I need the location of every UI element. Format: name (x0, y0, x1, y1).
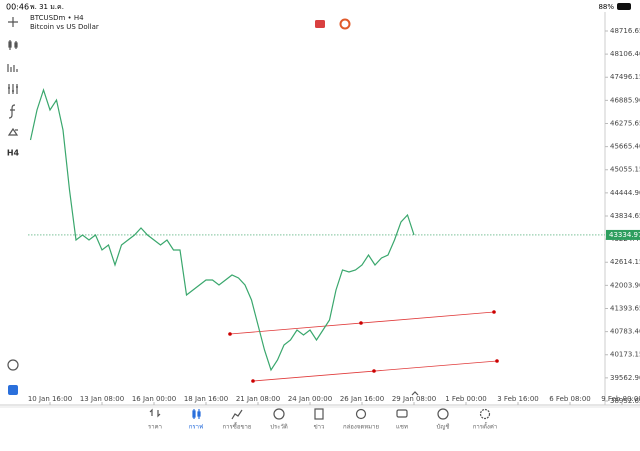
x-tick-label: 24 Jan 00:00 (288, 395, 332, 403)
trade-icon[interactable] (315, 20, 325, 28)
nav-icon (192, 409, 201, 419)
battery-icon (617, 3, 631, 10)
nav-icon (149, 408, 161, 418)
y-tick-label: 47496.15 (610, 73, 640, 81)
speed-icon[interactable] (7, 359, 19, 371)
signal-icon[interactable] (339, 18, 351, 30)
left-toolbar: H4 (7, 17, 20, 395)
x-tick-label: 9 Feb 00:00 (601, 395, 640, 403)
volume-tool[interactable] (7, 64, 18, 72)
nav-tab-label[interactable]: กล่องจดหมาย (343, 424, 379, 431)
x-tick-label: 1 Feb 00:00 (445, 395, 486, 403)
nav-icon (479, 408, 491, 420)
bottom-nav: ราคา กราฟ การซื้อขาย ประวัติ ข่าว กล่องจดหมาย… (148, 408, 497, 431)
battery-level: 88% (598, 3, 614, 11)
x-tick-label: 3 Feb 16:00 (497, 395, 538, 403)
y-tick-label: 43834.65 (610, 212, 640, 220)
channel-handle[interactable] (495, 359, 499, 363)
nav-tab-label[interactable]: แชท (396, 424, 408, 431)
y-tick-label: 45055.15 (610, 166, 640, 174)
y-tick-label: 41393.65 (610, 304, 640, 312)
x-tick-label: 6 Feb 08:00 (549, 395, 590, 403)
status-time: 00:46 (6, 3, 29, 12)
nav-icon (314, 408, 324, 420)
y-tick-label: 44444.90 (610, 189, 640, 197)
nav-icon (437, 408, 449, 420)
chart-type-tool[interactable] (8, 40, 18, 50)
y-tick-label: 42614.15 (610, 258, 640, 266)
nav-icon (231, 409, 243, 420)
x-tick-label: 13 Jan 08:00 (80, 395, 124, 403)
nav-tab-label[interactable]: กราฟ (189, 424, 203, 431)
y-tick-label: 46275.65 (610, 119, 640, 127)
x-tick-label: 21 Jan 08:00 (236, 395, 280, 403)
x-tick-label: 18 Jan 16:00 (184, 395, 228, 403)
indicator-tool[interactable] (8, 104, 16, 119)
y-tick-label: 46885.90 (610, 96, 640, 104)
nav-icon (355, 408, 367, 420)
symbol-description: Bitcoin vs US Dollar (30, 23, 99, 31)
x-tick-label: 29 Jan 08:00 (392, 395, 436, 403)
nav-tab-label[interactable]: การซื้อขาย (223, 421, 252, 431)
y-tick-label: 48716.65 (610, 27, 640, 35)
nav-tab-label[interactable]: การตั้งค่า (473, 421, 497, 431)
nav-tab-label[interactable]: ข่าว (314, 424, 325, 431)
current-price-label: 43334.97 (609, 231, 640, 239)
app-icon[interactable] (8, 385, 18, 395)
current-price-box (606, 229, 640, 240)
objects-tool[interactable] (7, 127, 19, 136)
x-tick-label: 16 Jan 00:00 (132, 395, 176, 403)
x-tick-label: 26 Jan 16:00 (340, 395, 384, 403)
nav-icon (396, 409, 408, 418)
nav-icon (273, 408, 285, 420)
channel-handle[interactable] (492, 310, 496, 314)
channel-tool (228, 310, 499, 383)
nav-tab-label[interactable]: ราคา (148, 424, 162, 431)
y-tick-label: 40173.15 (610, 351, 640, 359)
x-tick-label: 10 Jan 16:00 (28, 395, 72, 403)
y-tick-label: 39562.90 (610, 374, 640, 382)
price-line (29, 88, 415, 372)
channel-handle[interactable] (251, 379, 255, 383)
symbol-name: BTCUSDm • H4 (30, 14, 84, 22)
shift-marker (411, 391, 419, 396)
y-tick-label: 38952.65 (610, 397, 640, 405)
y-tick-label: 45665.40 (610, 143, 640, 151)
nav-tab-label[interactable]: บัญชี (437, 423, 450, 431)
channel-handle[interactable] (359, 321, 363, 325)
crosshair-tool[interactable] (8, 17, 18, 27)
y-tick-label: 48106.40 (610, 50, 640, 58)
y-tick-label: 40783.40 (610, 328, 640, 336)
settings-tool[interactable] (8, 84, 18, 94)
status-date: พ. 31 ม.ค. (30, 3, 64, 11)
nav-tab-label[interactable]: ประวัติ (270, 424, 288, 431)
channel-handle[interactable] (228, 332, 232, 336)
timeframe-button[interactable]: H4 (7, 149, 20, 158)
channel-handle[interactable] (372, 369, 376, 373)
y-tick-label: 42003.90 (610, 281, 640, 289)
